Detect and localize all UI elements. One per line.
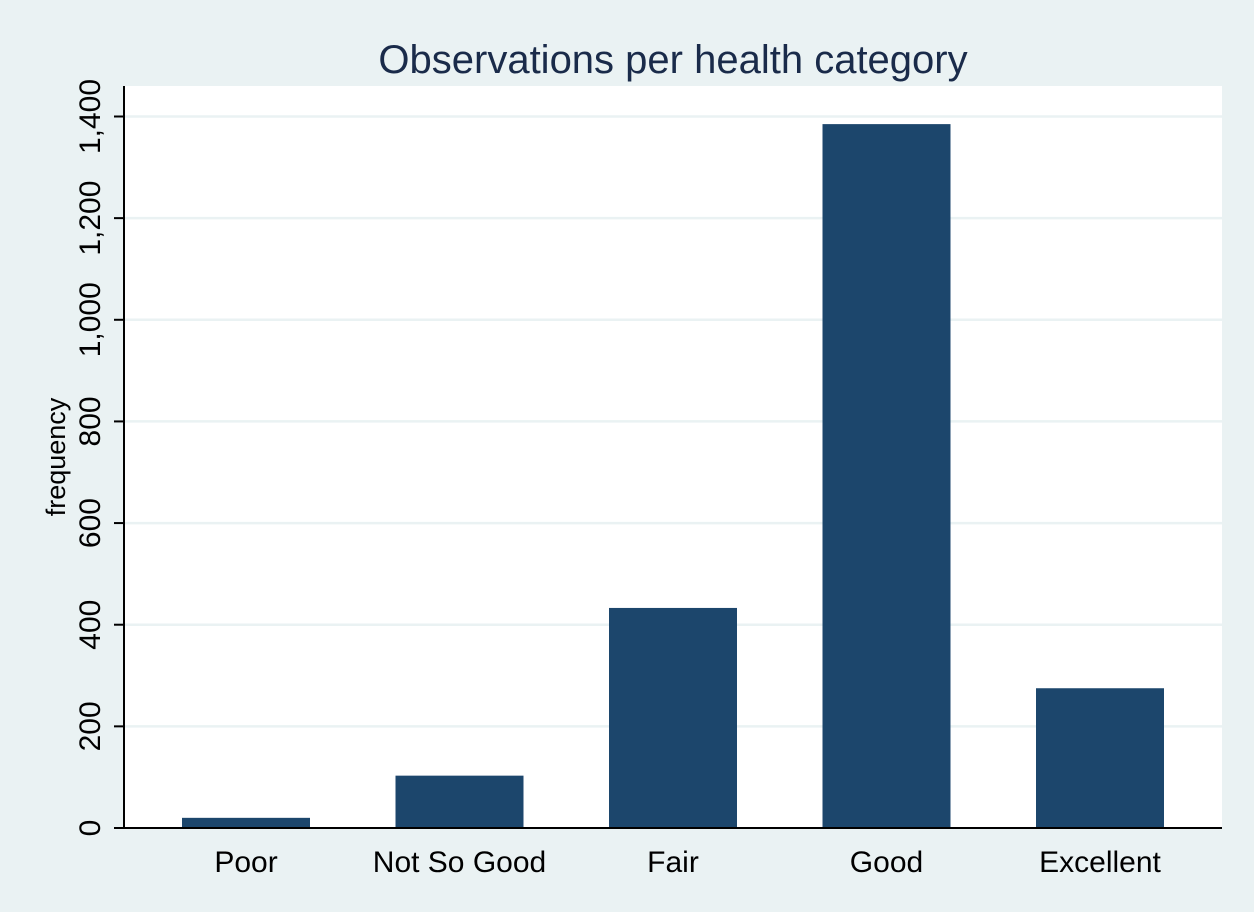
y-tick-label: 200 — [74, 701, 107, 751]
y-tick-label: 600 — [74, 498, 107, 548]
y-tick-label: 800 — [74, 396, 107, 446]
axes: Poor Not So Good Fair Good Excellent 0 200 400 6… — [74, 79, 1222, 879]
y-tick-label: 400 — [74, 600, 107, 650]
y-tick-label: 0 — [74, 820, 107, 837]
bar-fair — [609, 607, 737, 828]
x-tick-label: Excellent — [1039, 846, 1161, 879]
bars — [182, 124, 1164, 828]
x-tick-label: Not So Good — [373, 846, 546, 879]
x-tick-label: Poor — [214, 846, 277, 879]
bar-good — [822, 124, 951, 828]
x-tick-label: Good — [850, 846, 923, 879]
x-tick-label: Fair — [647, 846, 699, 879]
y-tick-label: 1,400 — [74, 79, 107, 154]
y-tick-label: 1,000 — [74, 282, 107, 357]
bar-not-so-good — [395, 775, 524, 828]
bar-poor — [182, 817, 310, 828]
y-tick-label: 1,200 — [74, 181, 107, 256]
bar-excellent — [1036, 688, 1164, 828]
y-axis-title: frequency — [41, 397, 71, 516]
chart-title: Observations per health category — [378, 38, 967, 82]
